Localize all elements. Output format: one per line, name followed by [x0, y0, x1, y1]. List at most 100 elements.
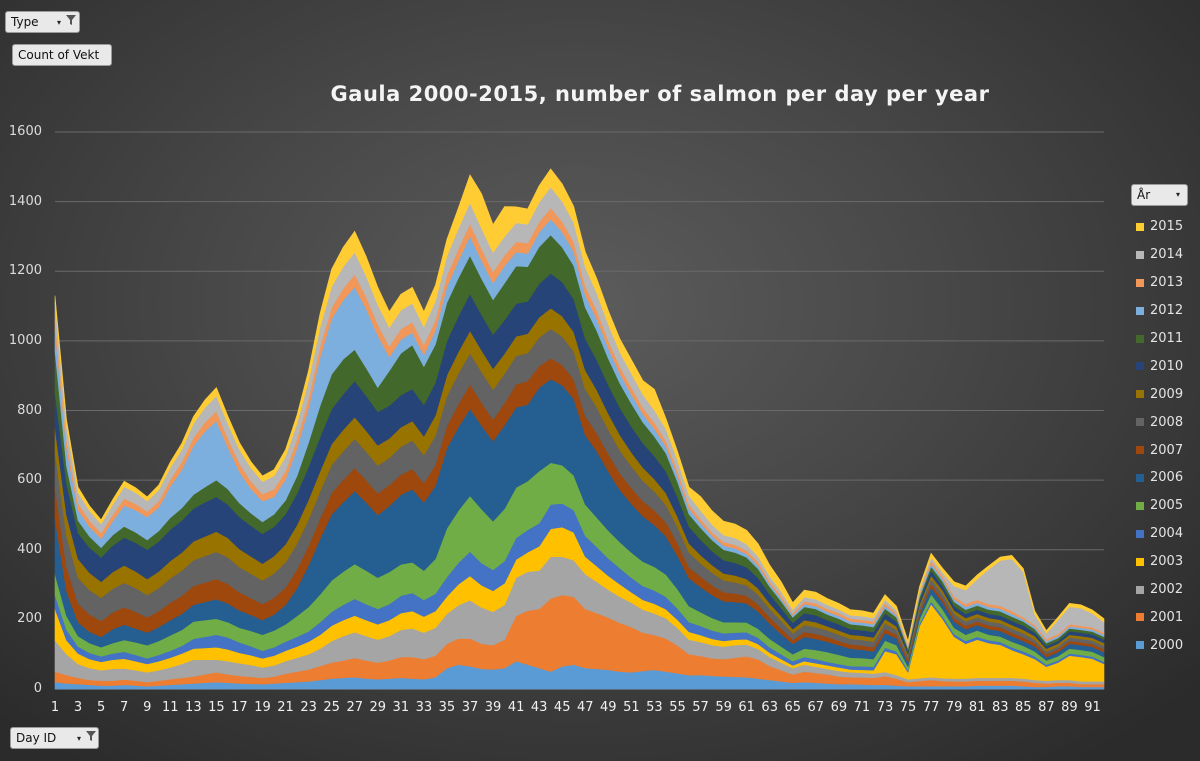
legend-swatch: [1136, 278, 1144, 287]
y-tick-label: 600: [17, 472, 42, 488]
legend-label: 2009: [1150, 386, 1184, 402]
x-tick-label: 75: [900, 700, 917, 715]
legend-item: 2009: [1136, 380, 1183, 408]
legend-swatch: [1136, 334, 1144, 343]
x-tick-label: 77: [923, 700, 940, 715]
x-tick-label: 29: [369, 700, 386, 715]
chart-legend: 2015 2014 2013 2012 2011 2010 2009 2008 2007 2006…: [1136, 213, 1183, 659]
legend-item: 2010: [1136, 352, 1183, 380]
legend-field-label: År: [1137, 188, 1151, 202]
legend-swatch: [1136, 473, 1144, 482]
x-tick-label: 27: [346, 700, 363, 715]
x-tick-label: 23: [300, 700, 317, 715]
legend-item: 2003: [1136, 548, 1183, 576]
legend-item: 2013: [1136, 269, 1183, 297]
legend-label: 2001: [1150, 609, 1184, 625]
x-tick-label: 57: [692, 700, 709, 715]
x-tick-label: 51: [623, 700, 640, 715]
legend-item: 2002: [1136, 576, 1183, 604]
filter-icon: [66, 15, 76, 25]
x-tick-label: 41: [508, 700, 525, 715]
legend-label: 2007: [1150, 442, 1184, 458]
axis-field-button[interactable]: Day ID ▾: [10, 727, 99, 749]
x-tick-label: 33: [416, 700, 433, 715]
legend-label: 2004: [1150, 526, 1184, 542]
x-tick-label: 21: [277, 700, 294, 715]
x-tick-label: 17: [231, 700, 248, 715]
dropdown-arrow-icon: ▾: [57, 18, 62, 27]
x-tick-label: 31: [393, 700, 410, 715]
x-tick-label: 59: [715, 700, 732, 715]
axis-field-label: Day ID: [16, 731, 57, 745]
legend-item: 2012: [1136, 297, 1183, 325]
x-tick-label: 83: [992, 700, 1009, 715]
legend-item: 2015: [1136, 213, 1183, 241]
legend-item: 2006: [1136, 464, 1183, 492]
legend-item: 2008: [1136, 408, 1183, 436]
x-tick-label: 25: [323, 700, 340, 715]
x-tick-label: 65: [784, 700, 801, 715]
x-tick-label: 91: [1084, 700, 1101, 715]
legend-swatch: [1136, 501, 1144, 510]
legend-swatch: [1136, 306, 1144, 315]
x-tick-label: 39: [485, 700, 502, 715]
x-tick-label: 55: [669, 700, 686, 715]
legend-label: 2015: [1150, 219, 1184, 235]
x-tick-label: 43: [531, 700, 548, 715]
y-tick-label: 200: [17, 611, 42, 627]
x-tick-label: 61: [738, 700, 755, 715]
legend-label: 2014: [1150, 247, 1184, 263]
x-tick-label: 11: [162, 700, 179, 715]
y-tick-label: 400: [17, 541, 42, 557]
y-tick-label: 1200: [8, 263, 42, 279]
legend-label: 2011: [1150, 331, 1184, 346]
x-tick-label: 5: [97, 700, 105, 715]
x-tick-label: 89: [1061, 700, 1078, 715]
chart-title: Gaula 2000-2015, number of salmon per da…: [330, 82, 990, 106]
y-tick-label: 1000: [8, 332, 42, 348]
legend-item: 2014: [1136, 241, 1183, 269]
area-series-2015: [54, 168, 1105, 645]
legend-label: 2000: [1150, 637, 1184, 653]
x-tick-label: 1: [51, 700, 59, 715]
legend-label: 2003: [1150, 554, 1184, 570]
x-tick-label: 69: [831, 700, 848, 715]
y-tick-label: 1600: [8, 124, 42, 139]
legend-swatch: [1136, 641, 1144, 650]
legend-item: 2007: [1136, 436, 1183, 464]
legend-label: 2012: [1150, 303, 1184, 319]
x-tick-label: 63: [761, 700, 778, 715]
x-tick-label: 45: [554, 700, 571, 715]
legend-swatch: [1136, 418, 1144, 427]
x-tick-label: 67: [808, 700, 825, 715]
legend-label: 2010: [1150, 358, 1184, 374]
dropdown-arrow-icon: ▾: [1176, 190, 1181, 199]
y-tick-label: 0: [33, 681, 42, 696]
legend-swatch: [1136, 222, 1144, 231]
legend-label: 2013: [1150, 275, 1184, 291]
y-tick-label: 1400: [8, 193, 42, 209]
value-field-button[interactable]: Count of Vekt: [12, 44, 112, 66]
dropdown-arrow-icon: ▾: [77, 734, 82, 743]
legend-swatch: [1136, 613, 1144, 622]
x-tick-label: 85: [1015, 700, 1032, 715]
legend-field-button[interactable]: År ▾: [1131, 184, 1188, 206]
legend-item: 2004: [1136, 520, 1183, 548]
type-filter-label: Type: [11, 15, 39, 29]
type-filter-button[interactable]: Type ▾: [5, 11, 80, 33]
legend-swatch: [1136, 557, 1144, 566]
x-tick-label: 81: [969, 700, 986, 715]
x-tick-label: 9: [143, 700, 151, 715]
legend-item: 2001: [1136, 603, 1183, 631]
legend-item: 2000: [1136, 631, 1183, 659]
legend-swatch: [1136, 362, 1144, 371]
legend-swatch: [1136, 250, 1144, 259]
legend-label: 2008: [1150, 414, 1184, 430]
legend-swatch: [1136, 585, 1144, 594]
x-tick-label: 3: [74, 700, 82, 715]
x-tick-label: 35: [439, 700, 456, 715]
x-tick-label: 47: [577, 700, 594, 715]
x-tick-label: 49: [600, 700, 617, 715]
x-tick-label: 53: [646, 700, 663, 715]
